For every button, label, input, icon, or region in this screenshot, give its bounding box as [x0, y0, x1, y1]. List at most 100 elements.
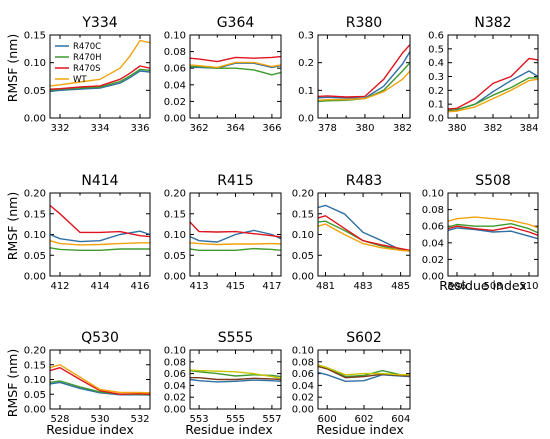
series-line-r470s: [189, 55, 282, 63]
y-tick-label: 0.05: [164, 251, 186, 262]
panel-frame: [189, 34, 282, 119]
panel-frame: [317, 349, 411, 410]
y-tick-label: 0.04: [164, 80, 186, 91]
series-line-r470s: [49, 367, 151, 395]
series-line-wt: [49, 364, 151, 394]
series-line-r470s: [49, 204, 151, 238]
y-tick-label: 0.0: [428, 114, 444, 125]
x-tick-label: 481: [316, 281, 335, 292]
x-tick-label: 417: [262, 281, 281, 292]
series-line-r470s: [447, 57, 539, 110]
series-line-r470h: [49, 247, 150, 252]
series-line-r470h: [447, 77, 538, 112]
y-axis-label-row2: RMSF (nm): [5, 192, 20, 260]
panel-s555: S555 0.000.020.040.060.080.10 553 555 557: [164, 330, 282, 425]
series-line-r470s: [49, 65, 151, 90]
y-tick-label: 0.08: [292, 357, 314, 368]
y-tick-label: 0.00: [422, 272, 444, 283]
series-line-r470s: [317, 44, 411, 98]
y-axis-label-row1: RMSF (nm): [5, 34, 20, 102]
x-axis-label-q530: Residue index: [46, 422, 134, 437]
x-tick-label: 382: [393, 123, 412, 134]
x-axis-label-s602: Residue index: [316, 422, 404, 437]
x-tick-label: 384: [519, 123, 538, 134]
panel-frame: [317, 34, 411, 119]
y-tick-label: 0.20: [292, 189, 314, 200]
x-tick-label: 506: [447, 281, 466, 292]
panel-q530: Q530 0.00 0.05 0.10 0.15 0.20 528 530 532: [24, 330, 151, 425]
y-tick-label: 0.05: [24, 86, 46, 97]
x-tick-label: 416: [130, 281, 149, 292]
y-tick-label: 0.00: [164, 114, 186, 125]
y-tick-label: 0.3: [298, 31, 314, 42]
y-tick-label: 0.05: [292, 251, 314, 262]
series-line-wt: [317, 223, 411, 252]
y-tick-label: 0.15: [292, 209, 314, 220]
panel-title-g364: G364: [217, 15, 255, 31]
series-line-wt: [447, 216, 539, 229]
y-tick-label: 0.00: [164, 272, 186, 283]
y-tick-label: 0.02: [164, 393, 186, 404]
legend-label-r470c: R470C: [73, 42, 101, 52]
panel-title-r483: R483: [346, 173, 382, 189]
legend-label-r470s: R470S: [73, 64, 101, 74]
y-tick-label: 0.15: [24, 209, 46, 220]
y-axis-label-row3: RMSF (nm): [5, 349, 20, 417]
panel-s602: S602 0.000.020.040.060.080.10 600 602 604: [292, 330, 411, 425]
series-line-r470s: [317, 215, 411, 251]
y-tick-label: 0.1: [298, 86, 314, 97]
panel-title-q530: Q530: [81, 330, 119, 346]
panel-n382: N382 0.0 0.1 0.2 0.3 0.4 0.5 0.6 380 382 384: [428, 15, 538, 134]
panel-title-n414: N414: [81, 173, 118, 189]
panel-n414: N414 0.00 0.05 0.10 0.15 0.20 412 414 416: [24, 173, 151, 292]
x-tick-label: 415: [226, 281, 245, 292]
y-tick-label: 0.4: [428, 58, 444, 69]
series-line-r470c: [447, 70, 539, 112]
y-tick-label: 0.06: [422, 222, 444, 233]
panel-frame: [189, 349, 282, 410]
panel-frame: [447, 34, 539, 119]
y-tick-label: 0.00: [292, 272, 314, 283]
series-line-r470s: [447, 225, 539, 236]
panel-title-r380: R380: [346, 15, 382, 31]
x-tick-label: 508: [483, 281, 502, 292]
x-tick-label: 413: [190, 281, 209, 292]
series-line-r470c: [447, 227, 539, 240]
x-tick-label: 532: [130, 414, 149, 425]
y-tick-label: 0.10: [24, 375, 46, 386]
y-tick-label: 0.15: [164, 209, 186, 220]
y-tick-label: 0.20: [24, 189, 46, 200]
x-tick-label: 600: [318, 414, 337, 425]
y-tick-label: 0.20: [164, 189, 186, 200]
x-tick-label: 485: [391, 281, 410, 292]
panel-title-s602: S602: [346, 330, 382, 346]
y-tick-label: 0.2: [298, 58, 314, 69]
y-tick-label: 0.5: [428, 44, 444, 55]
series-line-r470c: [49, 70, 151, 93]
y-tick-label: 0.05: [24, 390, 46, 401]
y-tick-label: 0.10: [292, 230, 314, 241]
x-tick-label: 378: [318, 123, 337, 134]
y-tick-label: 0.20: [24, 346, 46, 357]
series-line-r470h: [190, 65, 282, 76]
x-axis-label-s508: Residue index: [439, 278, 527, 293]
x-tick-label: 483: [354, 281, 373, 292]
series-line-wt: [447, 78, 539, 113]
y-tick-label: 0.1: [428, 100, 444, 111]
x-tick-label: 364: [226, 123, 245, 134]
y-tick-label: 0.00: [292, 405, 314, 416]
panel-r380: R380 0.0 0.1 0.2 0.3 378 380 382: [298, 15, 412, 134]
panel-r415: R415 0.00 0.05 0.10 0.15 0.20 413 415 417: [164, 173, 282, 292]
y-tick-label: 0.00: [24, 114, 46, 125]
y-tick-label: 0.15: [24, 360, 46, 371]
series-line-r470c: [317, 51, 411, 99]
panel-frame: [447, 192, 539, 277]
x-tick-label: 530: [90, 414, 109, 425]
y-tick-label: 0.00: [24, 272, 46, 283]
y-tick-label: 0.0: [298, 114, 314, 125]
series-line-r470c: [189, 378, 282, 383]
x-tick-label: 366: [262, 123, 281, 134]
